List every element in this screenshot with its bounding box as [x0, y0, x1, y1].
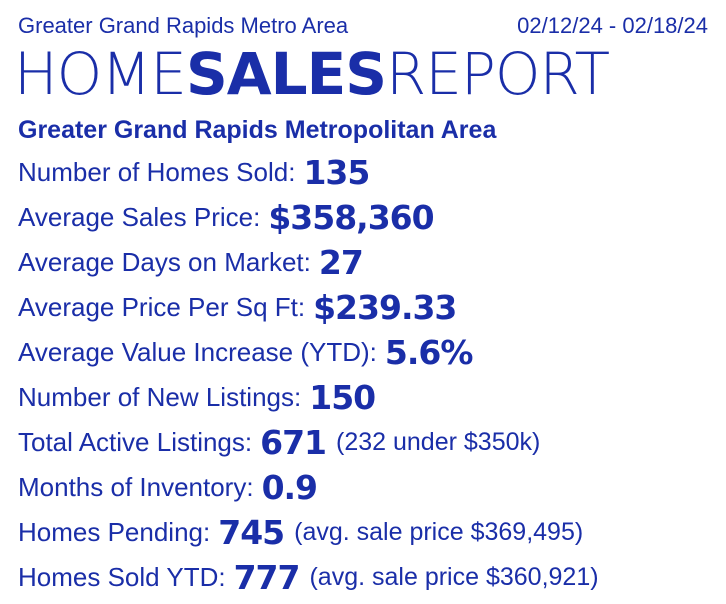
stat-value: 27	[318, 243, 364, 282]
stat-label: Homes Pending:	[18, 517, 211, 547]
stat-row-homes-sold: Number of Homes Sold: 135	[18, 150, 716, 195]
stat-label: Average Days on Market:	[18, 247, 311, 277]
stat-row-new-listings: Number of New Listings: 150	[18, 375, 716, 420]
stat-value: 150	[309, 378, 376, 417]
region-label: Greater Grand Rapids Metro Area	[18, 13, 349, 38]
stat-value: 745	[218, 513, 285, 552]
stat-note: (avg. sale price $360,921)	[309, 563, 599, 591]
stat-label: Homes Sold YTD:	[18, 562, 226, 592]
title-report: REPORT	[385, 40, 610, 108]
report-title: HOMESALESREPORT	[14, 38, 610, 110]
stat-row-avg-value-increase: Average Value Increase (YTD): 5.6%	[18, 330, 716, 375]
stat-note: (232 under $350k)	[336, 428, 541, 456]
stat-label: Number of Homes Sold:	[18, 157, 296, 187]
stat-value: 5.6%	[384, 333, 474, 372]
report-header-row: Greater Grand Rapids Metro Area 02/12/24…	[18, 12, 708, 40]
stat-label: Number of New Listings:	[18, 382, 302, 412]
stat-label: Average Value Increase (YTD):	[18, 337, 377, 367]
stat-value: 135	[303, 153, 370, 192]
stat-row-avg-sales-price: Average Sales Price: $358,360	[18, 195, 716, 240]
stat-row-avg-days-on-market: Average Days on Market: 27	[18, 240, 716, 285]
stat-value: $239.33	[313, 288, 457, 327]
stat-label: Months of Inventory:	[18, 472, 254, 502]
stat-label: Total Active Listings:	[18, 427, 253, 457]
stat-value: $358,360	[268, 198, 434, 237]
stat-label: Average Price Per Sq Ft:	[18, 292, 306, 322]
stat-row-avg-price-per-sqft: Average Price Per Sq Ft: $239.33	[18, 285, 716, 330]
stat-value: 671	[260, 423, 327, 462]
stat-row-homes-sold-ytd: Homes Sold YTD: 777 (avg. sale price $36…	[18, 555, 716, 600]
title-sales: SALES	[185, 40, 387, 108]
area-heading: Greater Grand Rapids Metropolitan Area	[18, 116, 497, 144]
stat-row-active-listings: Total Active Listings: 671 (232 under $3…	[18, 420, 716, 465]
title-home: HOME	[14, 40, 187, 108]
date-range: 02/12/24 - 02/18/24	[517, 13, 708, 38]
stat-value: 0.9	[261, 468, 318, 507]
stats-list: Number of Homes Sold: 135 Average Sales …	[18, 150, 716, 600]
stat-note: (avg. sale price $369,495)	[294, 518, 584, 546]
stat-label: Average Sales Price:	[18, 202, 261, 232]
stat-row-months-inventory: Months of Inventory: 0.9	[18, 465, 716, 510]
stat-row-homes-pending: Homes Pending: 745 (avg. sale price $369…	[18, 510, 716, 555]
stat-value: 777	[233, 558, 301, 597]
